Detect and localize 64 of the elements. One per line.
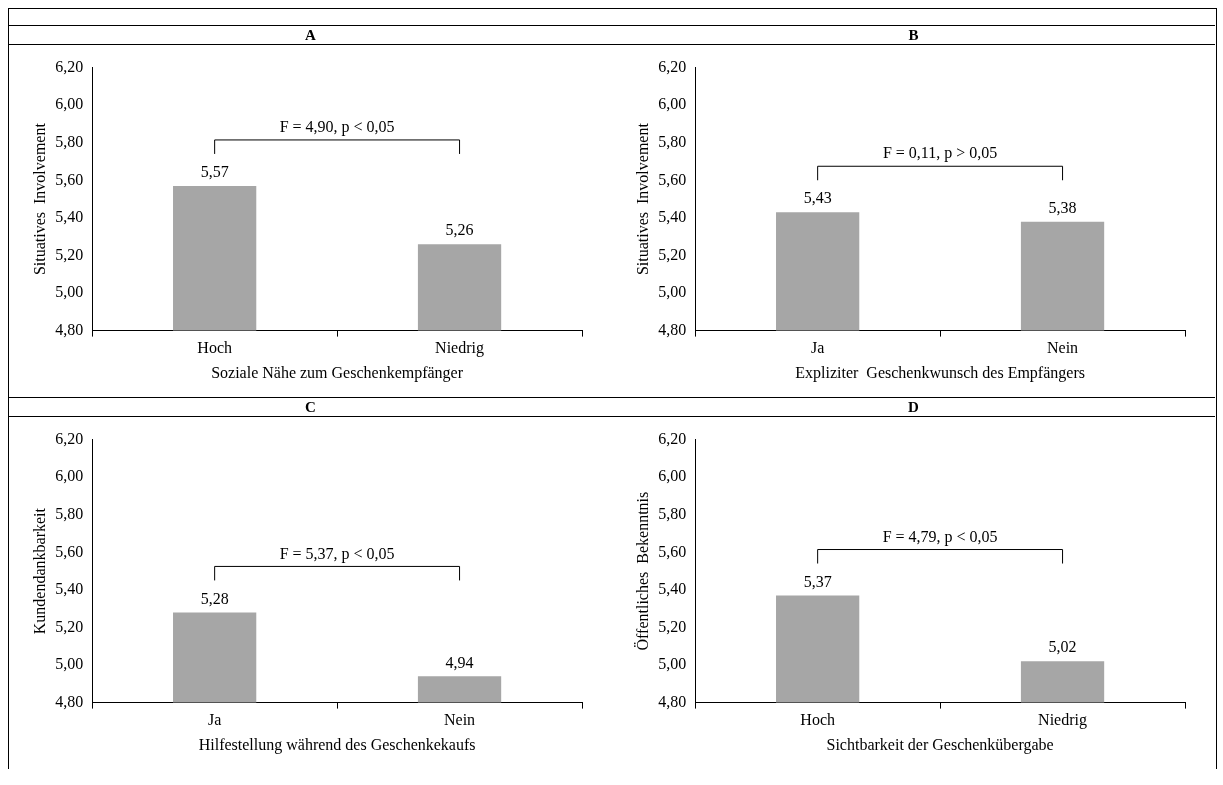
data-label: 5,57 <box>200 163 229 181</box>
annotation: F = 4,90, p < 0,05 <box>279 118 395 137</box>
y-axis-title: Kundendankbarkeit <box>30 507 48 635</box>
x-tick-label: Hoch <box>197 339 232 357</box>
y-tick-label: 5,20 <box>55 617 84 635</box>
chart-title: C <box>9 397 612 417</box>
y-axis-title: Situatives Involvement <box>633 122 651 276</box>
y-tick-label: 6,00 <box>658 95 687 113</box>
data-label: 5,02 <box>1048 638 1077 656</box>
y-tick-label: 5,40 <box>658 208 687 226</box>
y-tick-label: 5,00 <box>658 655 687 673</box>
x-tick-label: Nein <box>1047 339 1079 357</box>
data-label: 5,38 <box>1048 198 1077 216</box>
data-label: 5,28 <box>200 589 229 607</box>
x-tick-label: Ja <box>207 711 222 729</box>
x-tick-label: Nein <box>444 711 476 729</box>
x-tick-label: Niedrig <box>435 339 484 358</box>
y-axis-title: Situatives Involvement <box>30 122 48 276</box>
data-label: 5,43 <box>803 189 832 207</box>
y-tick-label: 5,80 <box>55 504 84 522</box>
y-tick-label: 5,00 <box>55 283 84 301</box>
x-axis-title: Soziale Nähe zum Geschenkempfänger <box>211 363 464 382</box>
y-tick-label: 5,40 <box>55 208 84 226</box>
data-label: 5,37 <box>803 572 832 590</box>
y-tick-label: 6,20 <box>658 429 687 447</box>
y-tick-label: 6,20 <box>55 429 84 447</box>
y-tick-label: 5,60 <box>55 170 84 188</box>
y-tick-label: 5,40 <box>658 580 687 598</box>
y-tick-label: 4,80 <box>55 320 84 338</box>
x-axis-title: Sichtbarkeit der Geschenkübergabe <box>826 735 1054 754</box>
y-tick-label: 4,80 <box>55 692 84 710</box>
y-tick-label: 4,80 <box>658 320 687 338</box>
x-axis-title: Hilfestellung während des Geschenkekaufs <box>198 735 476 754</box>
annotation: F = 4,79, p < 0,05 <box>882 527 998 546</box>
chart-title: D <box>612 397 1215 417</box>
annotation: F = 0,11, p > 0,05 <box>882 144 998 163</box>
x-tick-label: Ja <box>810 339 825 357</box>
y-tick-label: 5,80 <box>55 132 84 150</box>
y-tick-label: 4,80 <box>658 692 687 710</box>
y-tick-label: 5,20 <box>658 245 687 263</box>
y-tick-label: 6,00 <box>55 467 84 485</box>
y-tick-label: 5,60 <box>658 542 687 560</box>
data-label: 4,94 <box>445 653 474 671</box>
y-tick-label: 5,80 <box>658 504 687 522</box>
y-tick-label: 5,60 <box>658 170 687 188</box>
x-tick-label: Niedrig <box>1038 711 1087 730</box>
y-tick-label: 6,20 <box>55 57 84 75</box>
x-tick-label: Hoch <box>800 711 835 729</box>
chart-title: A <box>9 25 612 45</box>
y-tick-label: 5,20 <box>55 245 84 263</box>
data-label: 5,26 <box>445 221 474 239</box>
y-tick-label: 5,80 <box>658 132 687 150</box>
x-axis-title: Expliziter Geschenkwunsch des Empfängers <box>795 363 1085 382</box>
chart-title: B <box>612 25 1215 45</box>
y-tick-label: 5,00 <box>55 655 84 673</box>
y-tick-label: 5,20 <box>658 617 687 635</box>
annotation: F = 5,37, p < 0,05 <box>279 544 395 563</box>
y-tick-label: 5,60 <box>55 542 84 560</box>
y-axis-title: Öffentliches Bekenntnis <box>633 491 651 651</box>
y-tick-label: 6,20 <box>658 57 687 75</box>
y-tick-label: 5,40 <box>55 580 84 598</box>
y-tick-label: 6,00 <box>658 467 687 485</box>
y-tick-label: 6,00 <box>55 95 84 113</box>
y-tick-label: 5,00 <box>658 283 687 301</box>
